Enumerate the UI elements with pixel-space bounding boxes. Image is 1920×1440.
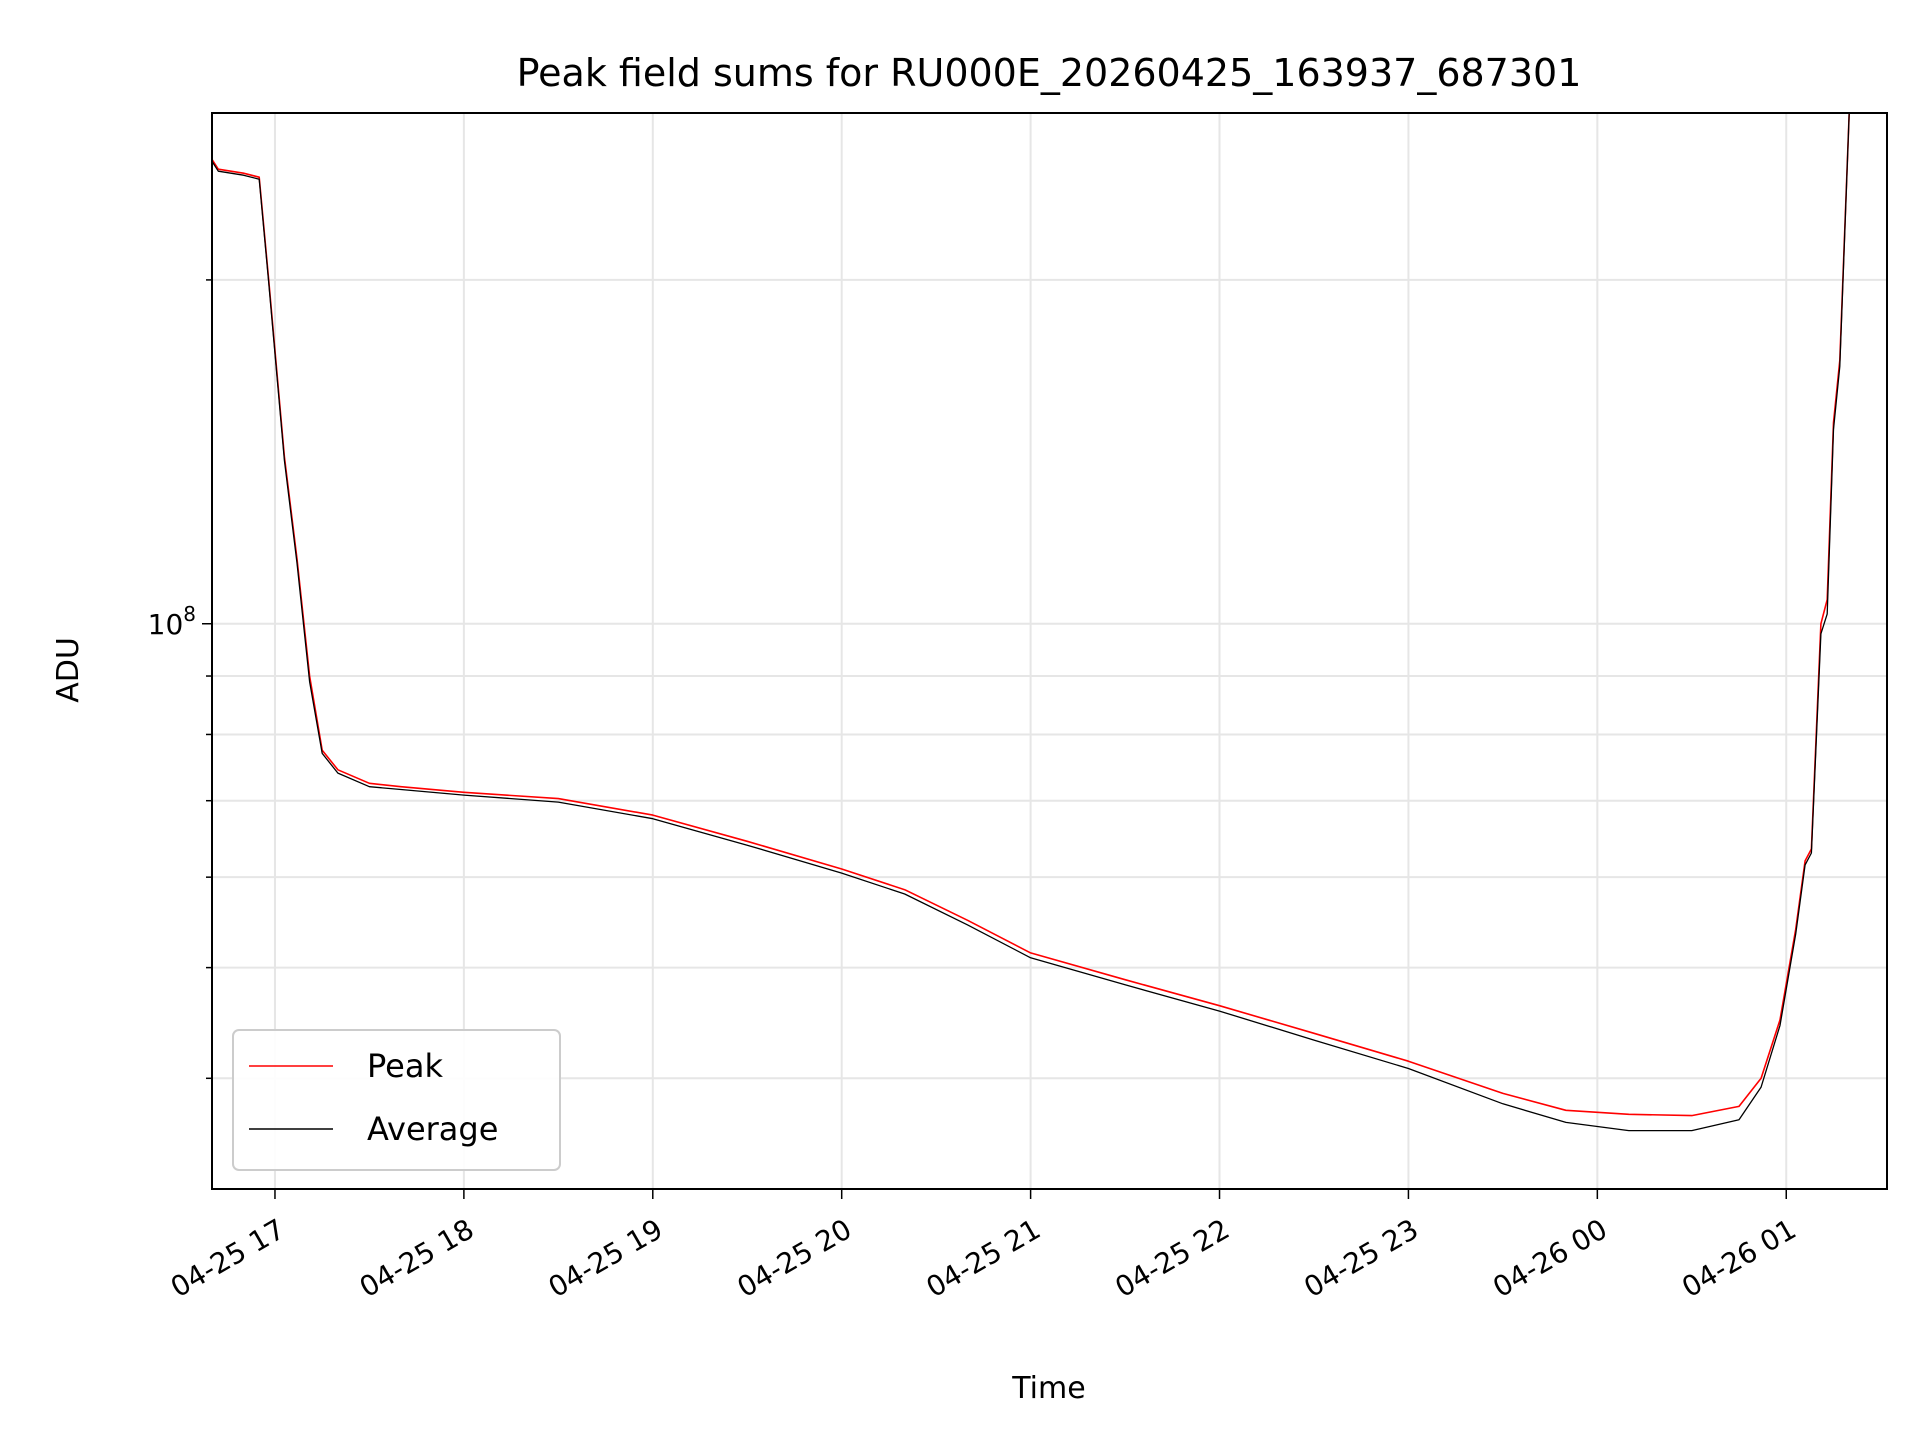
legend-label-average: Average: [367, 1110, 498, 1148]
chart-title: Peak field sums for RU000E_20260425_1639…: [517, 51, 1582, 95]
legend-label-peak: Peak: [367, 1047, 443, 1085]
x-tick-label: 04-26 00: [1487, 1212, 1613, 1304]
x-axis: 04-25 17 04-25 18 04-25 19 04-25 20 04-25 21…: [165, 1189, 1802, 1304]
y-axis-label: ADU: [51, 637, 86, 703]
legend-box: [232, 1029, 561, 1171]
x-tick-label: 04-25 17: [165, 1212, 291, 1304]
grid: [212, 113, 1887, 1189]
x-tick-label: 04-26 01: [1676, 1212, 1802, 1304]
x-tick-label: 04-25 20: [732, 1212, 858, 1304]
x-tick-label: 04-25 21: [921, 1212, 1047, 1304]
y-tick-label-exponent: 8: [183, 602, 196, 626]
y-tick-label: 108: [148, 602, 196, 641]
legend: Peak Average: [232, 1029, 561, 1171]
x-tick-label: 04-25 22: [1109, 1212, 1235, 1304]
series-layer: [212, 113, 1850, 1132]
x-tick-label: 04-25 23: [1298, 1212, 1424, 1304]
y-axis: 108: [148, 279, 212, 1080]
y-tick-label-base: 10: [148, 608, 184, 641]
plot-frame: [211, 112, 1888, 1190]
x-axis-label: Time: [1011, 1371, 1085, 1406]
x-tick-label: 04-25 18: [354, 1212, 480, 1304]
x-tick-label: 04-25 19: [543, 1212, 669, 1304]
series-line-average: [212, 113, 1850, 1132]
